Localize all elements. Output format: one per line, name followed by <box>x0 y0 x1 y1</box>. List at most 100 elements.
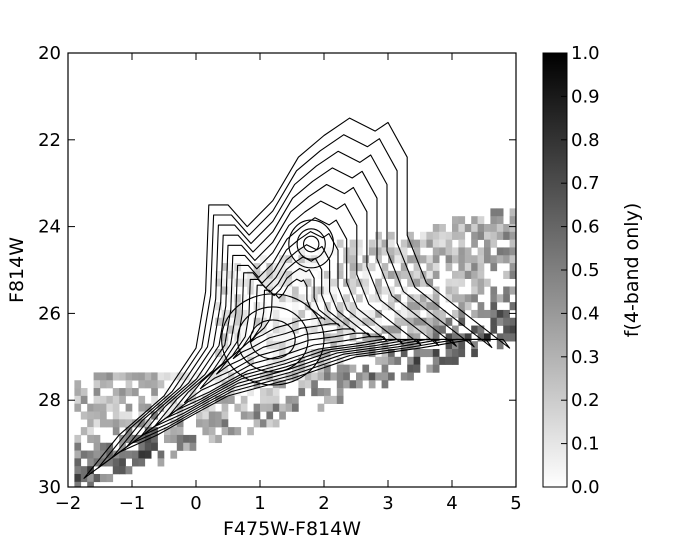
heatmap-cell <box>336 372 344 381</box>
heatmap-cell <box>388 348 395 358</box>
heatmap-cell <box>375 231 382 240</box>
heatmap-cell <box>285 294 293 303</box>
heatmap-cell <box>157 450 165 459</box>
heatmap-cell <box>368 333 376 342</box>
heatmap-cell <box>253 309 261 319</box>
heatmap-cell <box>196 411 203 420</box>
heatmap-cell <box>368 263 376 272</box>
heatmap-cell <box>247 348 254 358</box>
colorbar-label: f(4-band only) <box>621 203 643 338</box>
heatmap-cell <box>106 403 114 412</box>
heatmap-cell <box>477 278 485 287</box>
heatmap-cell <box>330 278 338 287</box>
heatmap-cell <box>279 341 286 350</box>
heatmap-cell <box>464 263 472 272</box>
heatmap-cell <box>426 348 434 358</box>
heatmap-cell <box>215 364 222 373</box>
heatmap-cell <box>87 403 94 412</box>
heatmap-cell <box>317 255 325 264</box>
heatmap-cell <box>362 278 370 287</box>
heatmap-cell <box>490 255 498 264</box>
colorbar-tick-label: 0.4 <box>571 303 600 324</box>
heatmap-cell <box>279 278 286 287</box>
heatmap-cell <box>349 380 357 389</box>
heatmap-cell <box>400 372 408 381</box>
heatmap-cell <box>183 442 190 451</box>
heatmap-cell <box>298 388 306 397</box>
heatmap-cell <box>324 286 331 295</box>
heatmap-cell <box>432 348 440 358</box>
heatmap-cell <box>445 255 453 264</box>
heatmap-cell <box>100 442 107 451</box>
heatmap-cell <box>458 341 466 350</box>
heatmap-cell <box>228 341 235 350</box>
heatmap-cell <box>426 317 434 326</box>
colorbar-tick-label: 0.8 <box>571 130 600 151</box>
heatmap-cell <box>266 395 274 404</box>
heatmap-cell <box>93 411 101 420</box>
heatmap-cell <box>170 372 178 381</box>
contour-line <box>125 167 457 448</box>
heatmap-cell <box>349 255 357 264</box>
heatmap-cell <box>388 333 395 342</box>
heatmap-cell <box>311 302 318 311</box>
heatmap-cell <box>452 255 459 264</box>
heatmap-cell <box>509 333 516 342</box>
heatmap-cell <box>87 473 94 483</box>
heatmap-cell <box>356 309 363 319</box>
heatmap-cell <box>253 302 261 311</box>
heatmap-cell <box>375 309 382 319</box>
heatmap-cell <box>458 216 466 225</box>
heatmap-cell <box>356 239 363 248</box>
contour-peak-line <box>288 219 335 269</box>
heatmap-cell <box>164 427 171 436</box>
contour-line <box>111 150 475 459</box>
heatmap-cell <box>368 309 376 319</box>
heatmap-cell <box>349 317 357 326</box>
heatmap-cell <box>381 263 389 272</box>
contour-peak-line <box>221 293 325 386</box>
heatmap-cell <box>279 348 286 358</box>
heatmap-cell <box>388 302 395 311</box>
heatmap-cell <box>426 364 434 373</box>
heatmap-cell <box>464 294 472 303</box>
heatmap-layer <box>74 208 516 487</box>
heatmap-cell <box>292 364 299 373</box>
heatmap-cell <box>285 255 293 264</box>
heatmap-cell <box>381 341 389 350</box>
heatmap-cell <box>151 395 158 404</box>
contour-peak-line <box>302 235 320 253</box>
heatmap-cell <box>394 333 402 342</box>
heatmap-cell <box>509 216 516 225</box>
heatmap-cell <box>285 286 293 295</box>
heatmap-cell <box>375 333 382 342</box>
heatmap-cell <box>490 317 498 326</box>
heatmap-cell <box>272 380 280 389</box>
heatmap-cell <box>432 231 440 240</box>
heatmap-cell <box>132 434 139 444</box>
x-tick-label: 2 <box>318 493 329 514</box>
heatmap-cell <box>317 333 325 342</box>
heatmap-cell <box>471 255 478 264</box>
heatmap-cell <box>317 403 325 412</box>
heatmap-cell <box>349 286 357 295</box>
heatmap-cell <box>426 325 434 334</box>
heatmap-cell <box>375 372 382 381</box>
heatmap-cell <box>426 309 434 319</box>
heatmap-cell <box>119 419 126 428</box>
heatmap-cell <box>112 403 120 412</box>
heatmap-cell <box>74 380 82 389</box>
heatmap-cell <box>496 216 504 225</box>
heatmap-cell <box>407 325 414 334</box>
heatmap-cell <box>464 302 472 311</box>
heatmap-cell <box>356 294 363 303</box>
heatmap-cell <box>119 450 126 459</box>
heatmap-cell <box>298 309 306 319</box>
heatmap-cell <box>432 302 440 311</box>
heatmap-cell <box>343 372 350 381</box>
heatmap-cell <box>215 286 222 295</box>
heatmap-cell <box>394 317 402 326</box>
heatmap-cell <box>176 434 184 444</box>
heatmap-cell <box>317 247 325 256</box>
